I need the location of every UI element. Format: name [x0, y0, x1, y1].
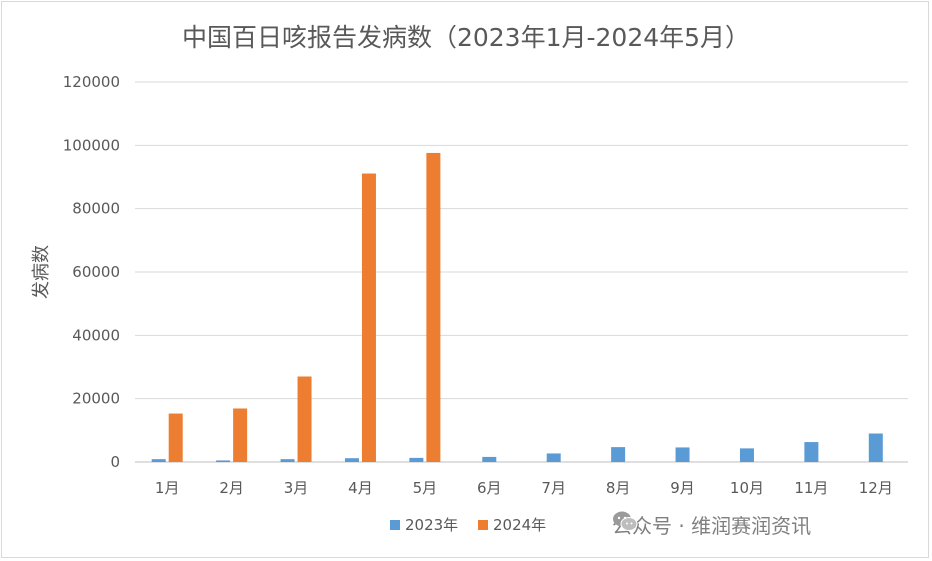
- y-tick-label: 80000: [72, 200, 120, 218]
- legend: 2023年 2024年: [390, 516, 546, 534]
- bar-2023年-5月: [409, 457, 424, 462]
- x-tick-label: 3月: [284, 479, 309, 497]
- legend-swatch: [478, 520, 488, 530]
- gridlines: [135, 81, 908, 463]
- bar-2023年-1月: [151, 459, 166, 462]
- y-tick-label: 60000: [72, 263, 120, 281]
- x-tick-label: 6月: [477, 479, 502, 497]
- bar-2023年-7月: [546, 453, 561, 462]
- watermark: 公众号 · 维润赛润资讯: [612, 510, 811, 539]
- bar-2023年-11月: [804, 442, 819, 462]
- x-tick-label: 2月: [219, 479, 244, 497]
- bar-2024年-1月: [168, 413, 183, 462]
- bar-2023年-3月: [280, 459, 295, 462]
- x-tick-label: 1月: [155, 479, 180, 497]
- y-tick-label: 20000: [72, 390, 120, 408]
- bar-2024年-2月: [233, 408, 248, 462]
- bars: [151, 152, 883, 462]
- legend-label: 2024年: [493, 516, 546, 534]
- bar-2024年-4月: [361, 173, 376, 462]
- y-tick-label: 0: [110, 453, 120, 471]
- x-tick-label: 8月: [606, 479, 631, 497]
- x-tick-label: 9月: [670, 479, 695, 497]
- x-tick-labels: 1月 2月 3月 4月 5月 6月 7月 8月 9月 10月 11月 12月: [155, 479, 893, 497]
- x-tick-label: 12月: [859, 479, 893, 497]
- x-tick-label: 7月: [541, 479, 566, 497]
- bar-2023年-6月: [482, 456, 497, 462]
- bar-2023年-4月: [344, 458, 359, 462]
- y-tick-label: 120000: [63, 73, 120, 91]
- bar-2023年-12月: [868, 433, 883, 462]
- bar-2023年-8月: [611, 447, 626, 462]
- x-tick-label: 4月: [348, 479, 373, 497]
- wechat-icon: [613, 511, 638, 531]
- watermark-text: 公众号 · 维润赛润资讯: [612, 514, 812, 538]
- bar-2024年-5月: [426, 152, 441, 462]
- y-tick-label: 40000: [72, 326, 120, 344]
- legend-swatch: [390, 520, 400, 530]
- chart-title: 中国百日咳报告发病数（2023年1月-2024年5月）: [181, 23, 751, 52]
- x-tick-label: 11月: [794, 479, 828, 497]
- legend-label: 2023年: [405, 516, 458, 534]
- y-tick-labels: 0 20000 40000 60000 80000 100000 120000: [63, 73, 120, 471]
- bar-2023年-9月: [675, 447, 690, 462]
- y-tick-label: 100000: [63, 136, 120, 154]
- bar-2023年-10月: [739, 448, 754, 462]
- x-tick-label: 10月: [730, 479, 764, 497]
- bar-2023年-2月: [216, 460, 231, 462]
- bar-2024年-3月: [297, 376, 312, 462]
- x-tick-label: 5月: [413, 479, 438, 497]
